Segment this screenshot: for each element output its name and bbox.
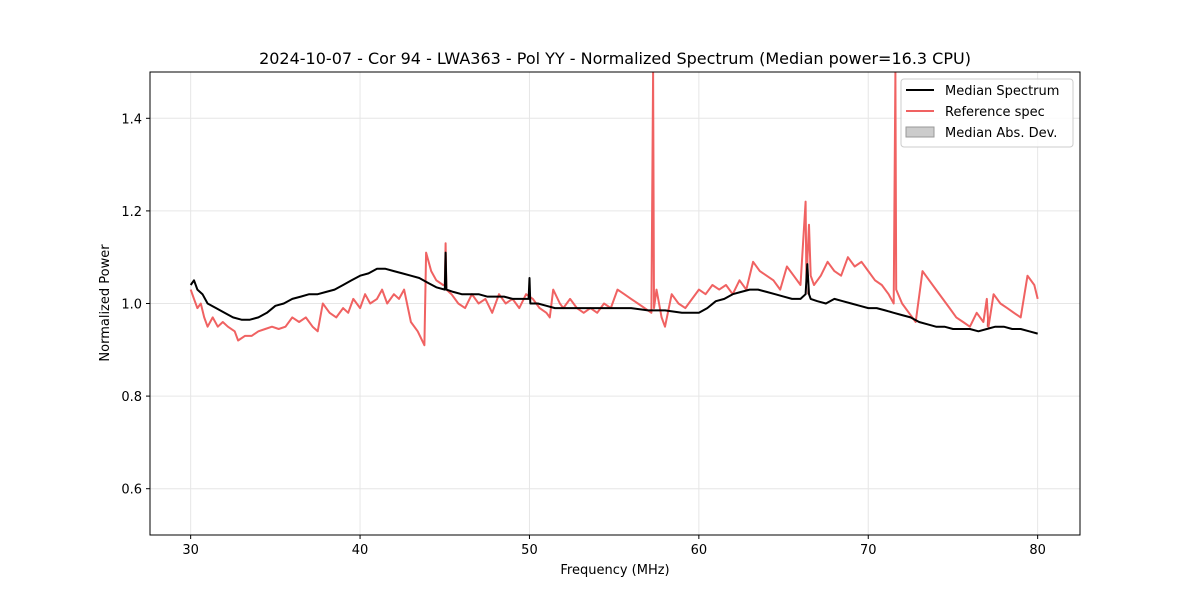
series-layer xyxy=(189,72,1039,347)
x-tick-label: 40 xyxy=(352,543,369,558)
x-tick-label: 50 xyxy=(521,543,538,558)
series-reference-spec xyxy=(189,72,1039,347)
x-axis-label: Frequency (MHz) xyxy=(560,563,669,578)
y-tick-label: 1.2 xyxy=(121,205,142,220)
y-tick-label: 1.0 xyxy=(121,298,142,313)
legend: Median Spectrum Reference spec Median Ab… xyxy=(900,78,1074,148)
y-axis-label: Normalized Power xyxy=(98,244,113,362)
legend-box xyxy=(900,78,1074,148)
y-tick-label: 0.8 xyxy=(121,390,142,405)
x-tick-label: 60 xyxy=(691,543,708,558)
legend-label-median-abs-dev: Median Abs. Dev. xyxy=(945,126,1057,141)
chart-title: 2024-10-07 - Cor 94 - LWA363 - Pol YY - … xyxy=(259,49,971,68)
x-tick-label: 70 xyxy=(860,543,877,558)
y-tick-label: 1.4 xyxy=(121,112,142,127)
series-median-spectrum xyxy=(189,251,1038,335)
legend-swatch-median-abs-dev xyxy=(905,126,935,138)
legend-label-median-spectrum: Median Spectrum xyxy=(945,84,1059,99)
ticks: 30 40 50 60 70 80 0.6 0.8 1.0 1.2 1.4 xyxy=(121,112,1046,558)
x-tick-label: 30 xyxy=(182,543,199,558)
legend-label-reference-spec: Reference spec xyxy=(945,105,1045,120)
x-tick-label: 80 xyxy=(1029,543,1046,558)
y-tick-label: 0.6 xyxy=(121,483,142,498)
